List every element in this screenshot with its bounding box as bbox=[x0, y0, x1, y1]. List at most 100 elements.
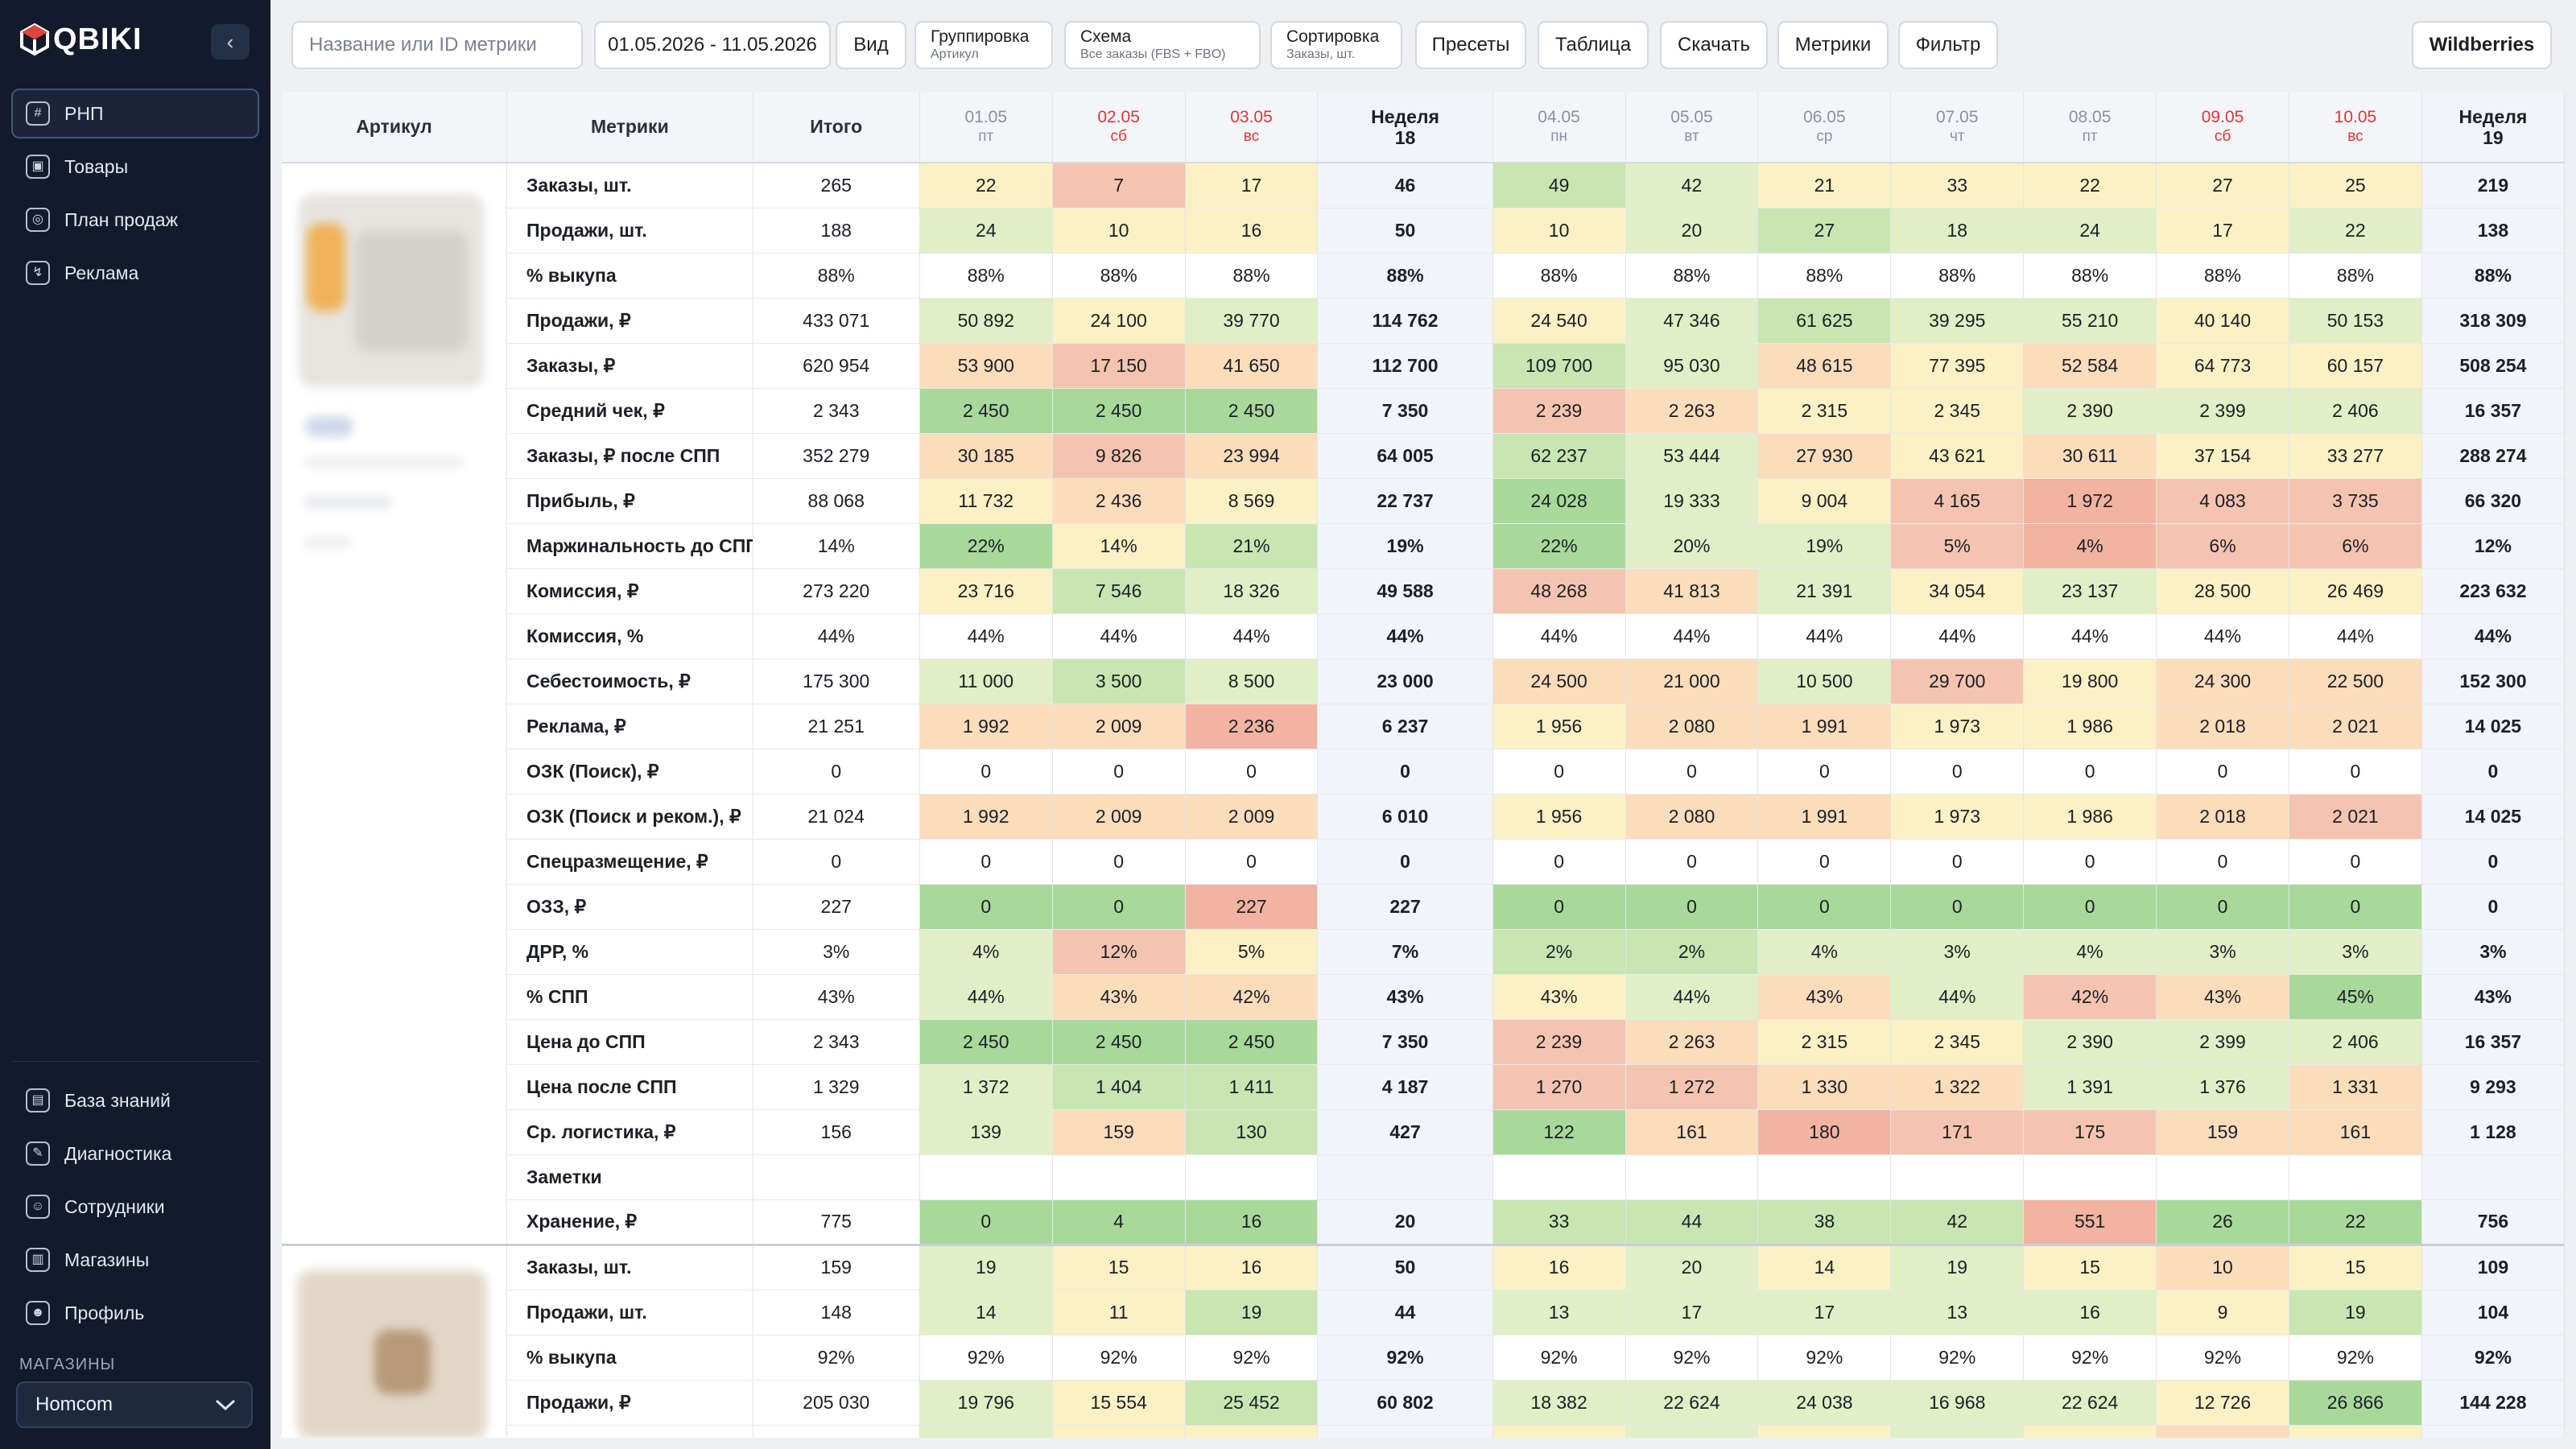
day-weekday: сб bbox=[2214, 127, 2231, 145]
day-value: 48 615 bbox=[1757, 343, 1892, 389]
column-header-total[interactable]: Итого bbox=[753, 92, 920, 163]
day-value bbox=[1625, 1425, 1759, 1438]
note-cell[interactable] bbox=[1757, 1154, 1892, 1200]
column-header-day[interactable]: 02.05 сб bbox=[1052, 92, 1186, 163]
day-value: 109 700 bbox=[1492, 343, 1626, 389]
day-value: 1 331 bbox=[2289, 1064, 2422, 1110]
sidebar-item-label: Магазины bbox=[64, 1249, 150, 1270]
day-value: 0 bbox=[1757, 884, 1892, 930]
sidebar-item[interactable]: ◎ План продаж bbox=[11, 195, 259, 245]
day-value: 24 500 bbox=[1492, 658, 1626, 704]
note-cell[interactable] bbox=[1492, 1154, 1626, 1200]
column-header-article[interactable]: Артикул bbox=[282, 92, 508, 163]
column-header-day[interactable]: 10.05 вс bbox=[2289, 92, 2422, 163]
day-value: 16 bbox=[2023, 1290, 2157, 1335]
day-value: 1 391 bbox=[2023, 1064, 2157, 1110]
column-header-week[interactable]: Неделя 18 bbox=[1317, 92, 1493, 163]
filter-button-label: Фильтр bbox=[1915, 34, 1981, 56]
collapse-sidebar-button[interactable]: ‹ bbox=[211, 24, 250, 60]
week-total: 64 005 bbox=[1317, 433, 1493, 479]
day-value: 122 bbox=[1492, 1109, 1626, 1155]
metric-total: 21 024 bbox=[753, 794, 920, 840]
rnp-table-container[interactable]: Артикул Метрики Итого 01.05 пт 02.05 сб 03.0… bbox=[282, 92, 2565, 1438]
note-cell[interactable] bbox=[919, 1154, 1053, 1200]
view-button[interactable]: Вид bbox=[836, 21, 906, 69]
day-value: 1 973 bbox=[1890, 704, 2025, 749]
metrics-button[interactable]: Метрики bbox=[1777, 21, 1889, 69]
qbiki-logo[interactable]: QBIKI bbox=[18, 19, 142, 60]
day-weekday: вс bbox=[1243, 127, 1260, 145]
day-weekday: пт bbox=[2082, 127, 2098, 145]
column-header-day[interactable]: 09.05 сб bbox=[2156, 92, 2289, 163]
scheme-select[interactable]: Схема Все заказы (FBS + FBO) bbox=[1064, 21, 1261, 69]
column-header-day[interactable]: 04.05 пн bbox=[1492, 92, 1626, 163]
sidebar-item[interactable]: ▤ База знаний bbox=[11, 1075, 259, 1125]
note-cell[interactable] bbox=[2156, 1154, 2289, 1200]
week-total: 427 bbox=[1317, 1109, 1493, 1155]
day-value: 34 054 bbox=[1890, 568, 2025, 614]
day-value: 2 345 bbox=[1890, 1019, 2025, 1065]
sidebar-item[interactable]: ☺ Сотрудники bbox=[11, 1182, 259, 1232]
day-value: 92% bbox=[1757, 1335, 1892, 1381]
date-range-picker[interactable]: 01.05.2026 - 11.05.2026 bbox=[594, 21, 831, 69]
product-image-cell[interactable] bbox=[282, 163, 508, 1245]
note-cell[interactable] bbox=[1052, 1154, 1186, 1200]
filter-button[interactable]: Фильтр bbox=[1898, 21, 1998, 69]
day-value: 0 bbox=[919, 1199, 1053, 1245]
week-total: 44% bbox=[1317, 613, 1493, 659]
sidebar-item[interactable]: # РНП bbox=[11, 89, 259, 138]
week-total: 288 274 bbox=[2421, 433, 2565, 479]
day-value: 47 346 bbox=[1625, 298, 1759, 344]
day-value: 44% bbox=[919, 613, 1053, 659]
column-header-day[interactable]: 05.05 вт bbox=[1625, 92, 1759, 163]
column-header-day[interactable]: 07.05 чт bbox=[1890, 92, 2025, 163]
sidebar-item[interactable]: ↯ Реклама bbox=[11, 248, 259, 298]
marketplace-button[interactable]: Wildberries bbox=[2412, 21, 2552, 69]
note-cell[interactable] bbox=[2289, 1154, 2422, 1200]
week-total: 6 010 bbox=[1317, 794, 1493, 840]
week-total: 50 bbox=[1317, 1243, 1493, 1290]
metric-total: 92% bbox=[753, 1335, 920, 1381]
column-header-day[interactable]: 08.05 пт bbox=[2023, 92, 2157, 163]
day-value: 62 237 bbox=[1492, 433, 1626, 479]
note-cell[interactable] bbox=[1890, 1154, 2025, 1200]
day-value: 2 263 bbox=[1625, 388, 1759, 434]
grouping-select[interactable]: Группировка Артикул bbox=[914, 21, 1053, 69]
day-value: 50 153 bbox=[2289, 298, 2422, 344]
note-cell[interactable] bbox=[2023, 1154, 2157, 1200]
store-selector[interactable]: Homcom bbox=[16, 1381, 253, 1428]
product-image-cell[interactable] bbox=[282, 1243, 508, 1438]
presets-button[interactable]: Пресеты bbox=[1415, 21, 1526, 69]
day-value: 49 bbox=[1492, 163, 1626, 208]
day-value: 16 bbox=[1185, 1199, 1319, 1245]
sort-select[interactable]: Сортировка Заказы, шт. bbox=[1270, 21, 1402, 69]
day-value: 26 469 bbox=[2289, 568, 2422, 614]
day-value: 2 406 bbox=[2289, 388, 2422, 434]
week-total: 66 320 bbox=[2421, 478, 2565, 524]
day-value: 159 bbox=[2156, 1109, 2289, 1155]
column-header-day[interactable]: 01.05 пт bbox=[919, 92, 1053, 163]
sidebar-item[interactable]: ▥ Магазины bbox=[11, 1235, 259, 1285]
note-cell[interactable] bbox=[1625, 1154, 1759, 1200]
sidebar-item[interactable]: ☻ Профиль bbox=[11, 1288, 259, 1338]
day-value: 92% bbox=[1890, 1335, 2025, 1381]
column-header-metrics[interactable]: Метрики bbox=[506, 92, 753, 163]
sidebar-item[interactable]: ✎ Диагностика bbox=[11, 1129, 259, 1179]
marketplace-button-label: Wildberries bbox=[2429, 34, 2535, 56]
day-value: 7 bbox=[1052, 163, 1186, 208]
note-cell[interactable] bbox=[1185, 1154, 1319, 1200]
column-header-day[interactable]: 03.05 вс bbox=[1185, 92, 1319, 163]
metric-search-input[interactable] bbox=[309, 34, 567, 56]
metric-name: Спецразмещение, ₽ bbox=[506, 839, 753, 885]
day-value: 1 330 bbox=[1757, 1064, 1892, 1110]
column-header-day[interactable]: 06.05 ср bbox=[1757, 92, 1892, 163]
download-button[interactable]: Скачать bbox=[1660, 21, 1768, 69]
metric-name: Заметки bbox=[506, 1154, 753, 1200]
week-total: 43% bbox=[2421, 974, 2565, 1020]
week-total: 12% bbox=[2421, 523, 2565, 569]
sidebar-item[interactable]: ▣ Товары bbox=[11, 142, 259, 192]
day-value: 2 390 bbox=[2023, 388, 2157, 434]
column-header-week[interactable]: Неделя 19 bbox=[2421, 92, 2565, 163]
table-button[interactable]: Таблица bbox=[1538, 21, 1649, 69]
metric-search[interactable] bbox=[291, 21, 583, 69]
